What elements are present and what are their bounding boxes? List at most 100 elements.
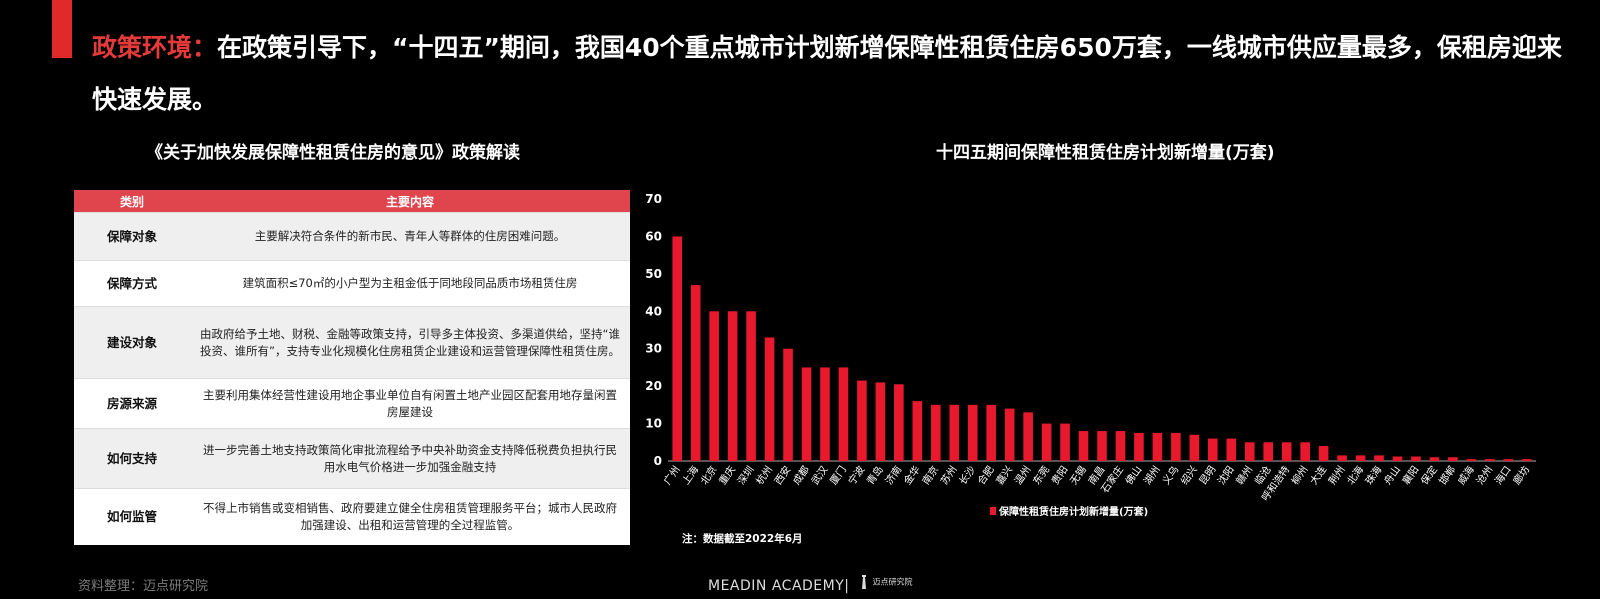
x-tick-label: 赣州 — [1233, 463, 1255, 487]
bar — [1448, 457, 1458, 461]
y-tick-label: 20 — [645, 379, 662, 393]
bar — [1263, 442, 1274, 461]
row-content: 主要解决符合条件的新市民、青年人等群体的住房困难问题。 — [190, 212, 630, 261]
table-header-category: 类别 — [74, 190, 190, 213]
x-tick-label: 长沙 — [957, 464, 978, 487]
bar-chart: 0 10 20 30 40 50 60 70 广州上海北京重庆深圳杭州西安成都武汉厦门宁波青岛济… — [645, 192, 1536, 518]
x-tick-label: 北海 — [1344, 463, 1366, 487]
bar — [1300, 442, 1310, 461]
bar — [1374, 455, 1384, 461]
bar — [986, 404, 996, 461]
x-tick-label: 威海 — [1455, 463, 1477, 487]
x-tick-label: 廊坊 — [1510, 463, 1532, 487]
x-tick-label: 武汉 — [808, 463, 830, 487]
bar — [820, 367, 830, 461]
x-tick-label: 佛山 — [1122, 463, 1144, 487]
row-content: 主要利用集体经营性建设用地企事业单位自有闲置土地产业园区配套用地存量闲置房屋建设 — [190, 378, 630, 429]
y-tick-label: 40 — [645, 304, 662, 318]
legend-label: 保障性租赁住房计划新增量(万套) — [998, 505, 1148, 518]
x-tick-label: 大连 — [1307, 463, 1329, 487]
y-tick-label: 0 — [654, 454, 662, 468]
bar — [1226, 438, 1237, 461]
row-content: 不得上市销售或变相销售、政府要建立健全住房租赁管理服务平台；城市人民政府加强建设… — [190, 488, 630, 545]
bar — [930, 404, 941, 461]
y-tick-label: 10 — [645, 417, 662, 431]
y-tick-label: 50 — [645, 267, 662, 281]
bar — [690, 285, 701, 461]
bar — [1004, 408, 1015, 461]
x-tick-label: 宁波 — [845, 463, 867, 487]
row-content: 由政府给予土地、财税、金融等政策支持，引导多主体投资、多渠道供给，坚持“谁投资、… — [190, 306, 630, 379]
x-tick-label: 厦门 — [827, 463, 849, 487]
table-title: 《关于加快发展保障性租赁住房的意见》政策解读 — [146, 143, 520, 163]
bar — [1355, 455, 1366, 461]
y-tick-label: 70 — [645, 192, 662, 206]
x-tick-label: 荆州 — [1325, 463, 1347, 487]
bar — [912, 401, 923, 461]
source-note: 资料整理：迈点研究院 — [78, 579, 209, 594]
table-row: 保障对象 主要解决符合条件的新市民、青年人等群体的住房困难问题。 — [74, 212, 630, 261]
x-tick-label: 苏州 — [938, 463, 960, 487]
x-tick-label: 成都 — [791, 464, 812, 487]
x-tick-label: 北京 — [698, 463, 720, 487]
bar — [1503, 459, 1514, 461]
bar — [1208, 438, 1218, 461]
bar — [1429, 457, 1440, 461]
x-tick-label: 南京 — [919, 463, 941, 487]
bar — [875, 382, 886, 461]
chart-title: 十四五期间保障性租赁住房计划新增量(万套) — [936, 143, 1275, 163]
x-tick-label: 金华 — [901, 463, 923, 487]
y-tick-label: 60 — [645, 229, 662, 243]
bar — [1097, 431, 1107, 461]
x-tick-label: 珠海 — [1362, 463, 1384, 487]
x-tick-label: 柳州 — [1288, 463, 1310, 487]
bar — [1392, 456, 1403, 461]
bar — [1060, 423, 1070, 461]
row-category: 房源来源 — [74, 378, 190, 429]
row-content: 建筑面积≤70㎡的小户型为主租金低于同地段同品质市场租赁住房 — [190, 260, 630, 307]
bar — [1521, 459, 1532, 461]
bar — [1318, 446, 1329, 461]
bar — [1189, 434, 1200, 461]
x-tick-label: 舟山 — [1381, 463, 1403, 487]
bar — [838, 367, 849, 461]
x-tick-label: 湖州 — [1142, 464, 1163, 487]
x-tick-label: 上海 — [679, 463, 701, 487]
bar — [1337, 455, 1347, 461]
x-tick-label: 济南 — [882, 463, 904, 487]
bar — [1152, 432, 1163, 461]
lighthouse-icon — [862, 575, 866, 589]
bar — [764, 337, 775, 461]
bar — [672, 236, 683, 461]
bar — [801, 367, 812, 461]
bar — [746, 311, 756, 461]
x-tick-label: 昆明 — [1197, 464, 1218, 487]
x-tick-label: 邯郸 — [1436, 463, 1458, 487]
bar — [1485, 459, 1495, 461]
headline-text: 在政策引导下，“十四五”期间，我国40个重点城市计划新增保障性租赁住房650万套… — [92, 33, 1562, 114]
bar — [967, 404, 978, 461]
x-tick-label: 沧州 — [1473, 463, 1495, 487]
x-tick-label: 青岛 — [864, 463, 886, 487]
brand-name: MEADIN ACADEMY| — [708, 578, 850, 594]
row-category: 保障对象 — [74, 212, 190, 261]
x-tick-label: 重庆 — [716, 463, 738, 487]
row-category: 建设对象 — [74, 306, 190, 379]
row-category: 如何支持 — [74, 428, 190, 489]
headline-lead: 政策环境： — [92, 33, 218, 62]
x-tick-label: 嘉兴 — [993, 463, 1015, 487]
table-row: 建设对象 由政府给予土地、财税、金融等政策支持，引导多主体投资、多渠道供给，坚持… — [74, 306, 630, 379]
bar — [857, 380, 867, 461]
bar — [949, 404, 960, 461]
bar — [1078, 431, 1089, 461]
x-tick-label: 西安 — [771, 463, 793, 487]
bar — [1244, 442, 1255, 461]
bar — [1041, 423, 1052, 461]
bar — [1115, 431, 1126, 461]
legend-swatch — [990, 507, 996, 515]
bar — [1134, 432, 1144, 461]
y-tick-label: 30 — [645, 342, 662, 356]
table-row: 如何监管 不得上市销售或变相销售、政府要建立健全住房租赁管理服务平台；城市人民政… — [74, 488, 630, 545]
bar — [1171, 432, 1181, 461]
bar — [1466, 459, 1477, 461]
